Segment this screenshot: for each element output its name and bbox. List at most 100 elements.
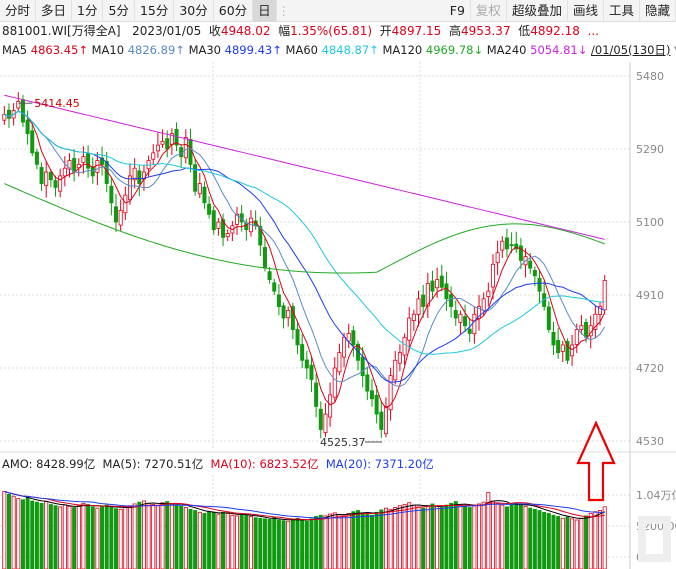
candle-down [467,328,472,334]
volume-bar-up [197,511,202,569]
candle-up [160,140,165,145]
volume-tick-label: 5200.00 [636,520,676,533]
candle-down [318,408,323,430]
volume-bar-down [193,510,198,569]
ma-range-selector[interactable]: /01/05(130日) [591,43,671,57]
period-tab-0[interactable]: 分时 [0,0,37,22]
candle-up [323,413,328,433]
ma-value-0: 4863.45↑ [30,43,88,57]
change-value: 1.35%(65.81) [290,24,373,38]
candle-up [337,352,342,373]
volume-bar-up [560,517,565,569]
toolbar-right-5[interactable]: 隐藏 [640,0,676,22]
price-tick-label: 5480 [636,70,664,83]
candle-down [174,128,179,146]
volume-bar-up [183,507,188,569]
volume-bar-up [397,505,402,569]
period-tab-2[interactable]: 1分 [72,0,104,22]
volume-bar-up [76,505,81,569]
period-tab-3[interactable]: 5分 [103,0,135,22]
volume-bar-up [383,507,388,569]
candle-down [253,220,258,227]
candle-down [453,310,458,319]
toolbar-right-0[interactable]: F9 [445,0,471,22]
volume-bar-up [458,504,463,569]
volume-bar-up [225,513,230,569]
candle-up [383,406,388,435]
candle-down [90,166,95,177]
volume-bar-up [235,515,240,569]
candle-up [230,225,235,234]
period-tab-5[interactable]: 30分 [174,0,214,22]
volume-bar-up [472,505,477,569]
ma-legend-row: MA5 4863.45↑ MA10 4826.89↑ MA30 4899.43↑… [2,42,676,59]
period-tab-6[interactable]: 60分 [214,0,254,22]
period-tab-4[interactable]: 15分 [135,0,175,22]
volume-bar-up [477,503,482,569]
watermark-logo [638,516,671,562]
candle-down [114,206,119,223]
volume-bar-up [495,502,500,569]
volume-bar-up [486,492,491,569]
volume-bar-up [58,506,63,569]
toolbar-right-3[interactable]: 画线 [568,0,604,22]
candle-down [193,164,198,192]
volume-bar-up [346,513,351,569]
volume-bar-down [504,506,509,569]
volume-tick-label: 0 [636,551,643,564]
candle-up [495,252,500,264]
candle-down [439,275,444,288]
period-tab-7[interactable]: 日 [253,0,277,22]
candle-up [2,114,7,121]
volume-bar-up [62,504,67,569]
ma10-line [4,110,606,387]
candle-up [132,167,137,181]
volume-bar-up [123,507,128,569]
candle-down [351,330,356,346]
volume-legend-row: AMO: 8428.99亿 MA(5): 7270.51亿 MA(10): 68… [2,456,434,472]
ma60-line [4,110,605,355]
low-value: 4892.18 [530,24,580,38]
amo-ma5-line [4,490,605,521]
candle-up [76,163,81,169]
toolbar-right-2[interactable]: 超级叠加 [507,0,568,22]
candle-down [48,171,53,181]
ma-value-4: 4969.78↓ [425,43,484,57]
toolbar-scroll-grip[interactable]: ⋮ [277,3,290,18]
volume-bar-down [48,504,53,569]
candle-up [155,144,160,152]
candle-up [183,137,188,159]
volume-bar-down [556,516,561,569]
candle-down [546,306,551,330]
ma-value-1: 4826.89↑ [127,43,185,57]
period-tab-1[interactable]: 多日 [36,0,73,22]
ma-label-5: MA240 [486,43,527,57]
candle-up [169,133,174,145]
candle-up [151,152,156,160]
volume-tick-label: 1.04万亿 [636,489,676,502]
candle-up [579,325,584,330]
volume-bar-up [248,516,253,569]
toolbar-right-4[interactable]: 工具 [604,0,640,22]
high-label: 高 [448,24,461,38]
candle-up [486,290,491,297]
candle-up [141,171,146,180]
more-button[interactable]: ... [587,24,599,38]
candle-up [393,359,398,381]
candle-down [290,306,295,330]
volume-bar-up [602,506,607,569]
toolbar-right-1[interactable]: 复权 [471,0,507,22]
volume-bar-up [593,511,598,569]
ma-label-1: MA10 [91,43,125,57]
candle-down [39,167,44,184]
candle-down [165,138,170,150]
candle-down [262,247,267,269]
candle-down [449,294,454,307]
volume-bar-down [104,504,109,569]
volume-bar-up [328,513,333,569]
candle-down [295,329,300,346]
dropdown-icon[interactable]: ▼ [670,43,676,57]
candle-up [481,298,486,311]
ma-value-5: 5054.81↓ [530,43,588,57]
